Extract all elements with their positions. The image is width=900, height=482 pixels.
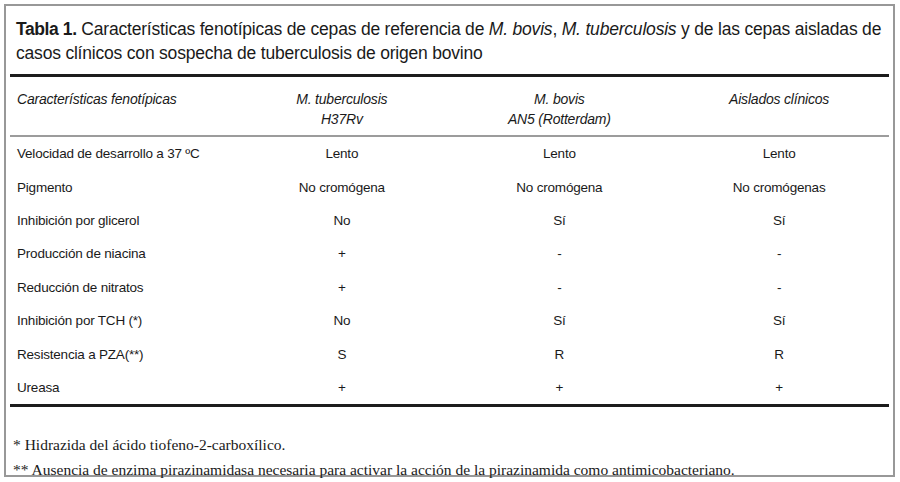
table-row: Ureasa + + + bbox=[10, 371, 889, 404]
cell-value: - bbox=[669, 237, 889, 270]
table-body: Velocidad de desarrollo a 37 ºC Lento Le… bbox=[10, 136, 889, 404]
table-row: Producción de niacina + - - bbox=[10, 237, 889, 270]
header-m-tuberculosis: M. tuberculosis H37Rv bbox=[234, 77, 449, 136]
row-label: Inhibición por glicerol bbox=[10, 204, 234, 237]
row-label: Reducción de nitratos bbox=[10, 271, 234, 304]
row-label: Resistencia a PZA(**) bbox=[10, 337, 234, 370]
cell-value: No bbox=[234, 204, 449, 237]
header-clinical-isolates-label: Aislados clínicos bbox=[671, 89, 887, 109]
header-m-bovis: M. bovis AN5 (Rotterdam) bbox=[449, 77, 669, 136]
cell-value: S bbox=[234, 337, 449, 370]
header-m-bovis-strain: AN5 (Rotterdam) bbox=[451, 109, 667, 129]
caption-text-2: y de las cepas aisladas de bbox=[681, 19, 881, 39]
cell-value: + bbox=[234, 271, 449, 304]
table-row: Velocidad de desarrollo a 37 ºC Lento Le… bbox=[10, 136, 889, 170]
table-row: Inhibición por glicerol No Sí Sí bbox=[10, 204, 889, 237]
cell-value: + bbox=[669, 371, 889, 404]
header-characteristics-label: Características fenotípicas bbox=[17, 89, 232, 109]
cell-value: No cromógena bbox=[449, 170, 669, 203]
table-frame: Tabla 1. Características fenotípicas de … bbox=[4, 4, 895, 477]
header-m-bovis-name: M. bovis bbox=[451, 89, 667, 109]
table-row: Inhibición por TCH (*) No Sí Sí bbox=[10, 304, 889, 337]
caption-text-1: Características fenotípicas de cepas de … bbox=[81, 19, 484, 39]
header-m-tuberculosis-name: M. tuberculosis bbox=[236, 89, 447, 109]
header-row: Características fenotípicas M. tuberculo… bbox=[10, 77, 889, 136]
species-name-bovis: M. bovis bbox=[489, 19, 553, 39]
cell-value: Sí bbox=[449, 204, 669, 237]
cell-value: - bbox=[669, 271, 889, 304]
cell-value: Sí bbox=[669, 204, 889, 237]
table-row: Pigmento No cromógena No cromógena No cr… bbox=[10, 170, 889, 203]
table-caption: Tabla 1. Características fenotípicas de … bbox=[16, 17, 885, 65]
cell-value: Lento bbox=[449, 136, 669, 170]
bottom-rule bbox=[10, 404, 889, 407]
cell-value: Sí bbox=[669, 304, 889, 337]
cell-value: Sí bbox=[449, 304, 669, 337]
species-name-tuberculosis: M. tuberculosis bbox=[562, 19, 677, 39]
cell-value: R bbox=[449, 337, 669, 370]
row-label: Ureasa bbox=[10, 371, 234, 404]
header-clinical-isolates: Aislados clínicos bbox=[669, 77, 889, 136]
cell-value: - bbox=[449, 271, 669, 304]
footnotes: * Hidrazida del ácido tiofeno-2-carboxíl… bbox=[13, 432, 885, 482]
table-row: Reducción de nitratos + - - bbox=[10, 271, 889, 304]
row-label: Producción de niacina bbox=[10, 237, 234, 270]
cell-value: + bbox=[234, 371, 449, 404]
caption-comma: , bbox=[552, 19, 561, 39]
row-label: Inhibición por TCH (*) bbox=[10, 304, 234, 337]
footnote-tch: * Hidrazida del ácido tiofeno-2-carboxíl… bbox=[13, 432, 885, 457]
caption-line-2: casos clínicos con sospecha de tuberculo… bbox=[16, 41, 885, 65]
cell-value: - bbox=[449, 237, 669, 270]
row-label: Pigmento bbox=[10, 170, 234, 203]
footnote-pza: ** Ausencia de enzima pirazinamidasa nec… bbox=[13, 457, 885, 482]
row-label: Velocidad de desarrollo a 37 ºC bbox=[10, 136, 234, 170]
table-number-label: Tabla 1. bbox=[16, 19, 77, 39]
cell-value: Lento bbox=[669, 136, 889, 170]
cell-value: + bbox=[234, 237, 449, 270]
cell-value: No bbox=[234, 304, 449, 337]
cell-value: No cromógena bbox=[234, 170, 449, 203]
table-row: Resistencia a PZA(**) S R R bbox=[10, 337, 889, 370]
cell-value: R bbox=[669, 337, 889, 370]
phenotypic-characteristics-table: Características fenotípicas M. tuberculo… bbox=[10, 77, 889, 404]
header-characteristics: Características fenotípicas bbox=[10, 77, 234, 136]
cell-value: + bbox=[449, 371, 669, 404]
cell-value: No cromógenas bbox=[669, 170, 889, 203]
table-header: Características fenotípicas M. tuberculo… bbox=[10, 77, 889, 136]
cell-value: Lento bbox=[234, 136, 449, 170]
header-m-tuberculosis-strain: H37Rv bbox=[236, 109, 447, 129]
